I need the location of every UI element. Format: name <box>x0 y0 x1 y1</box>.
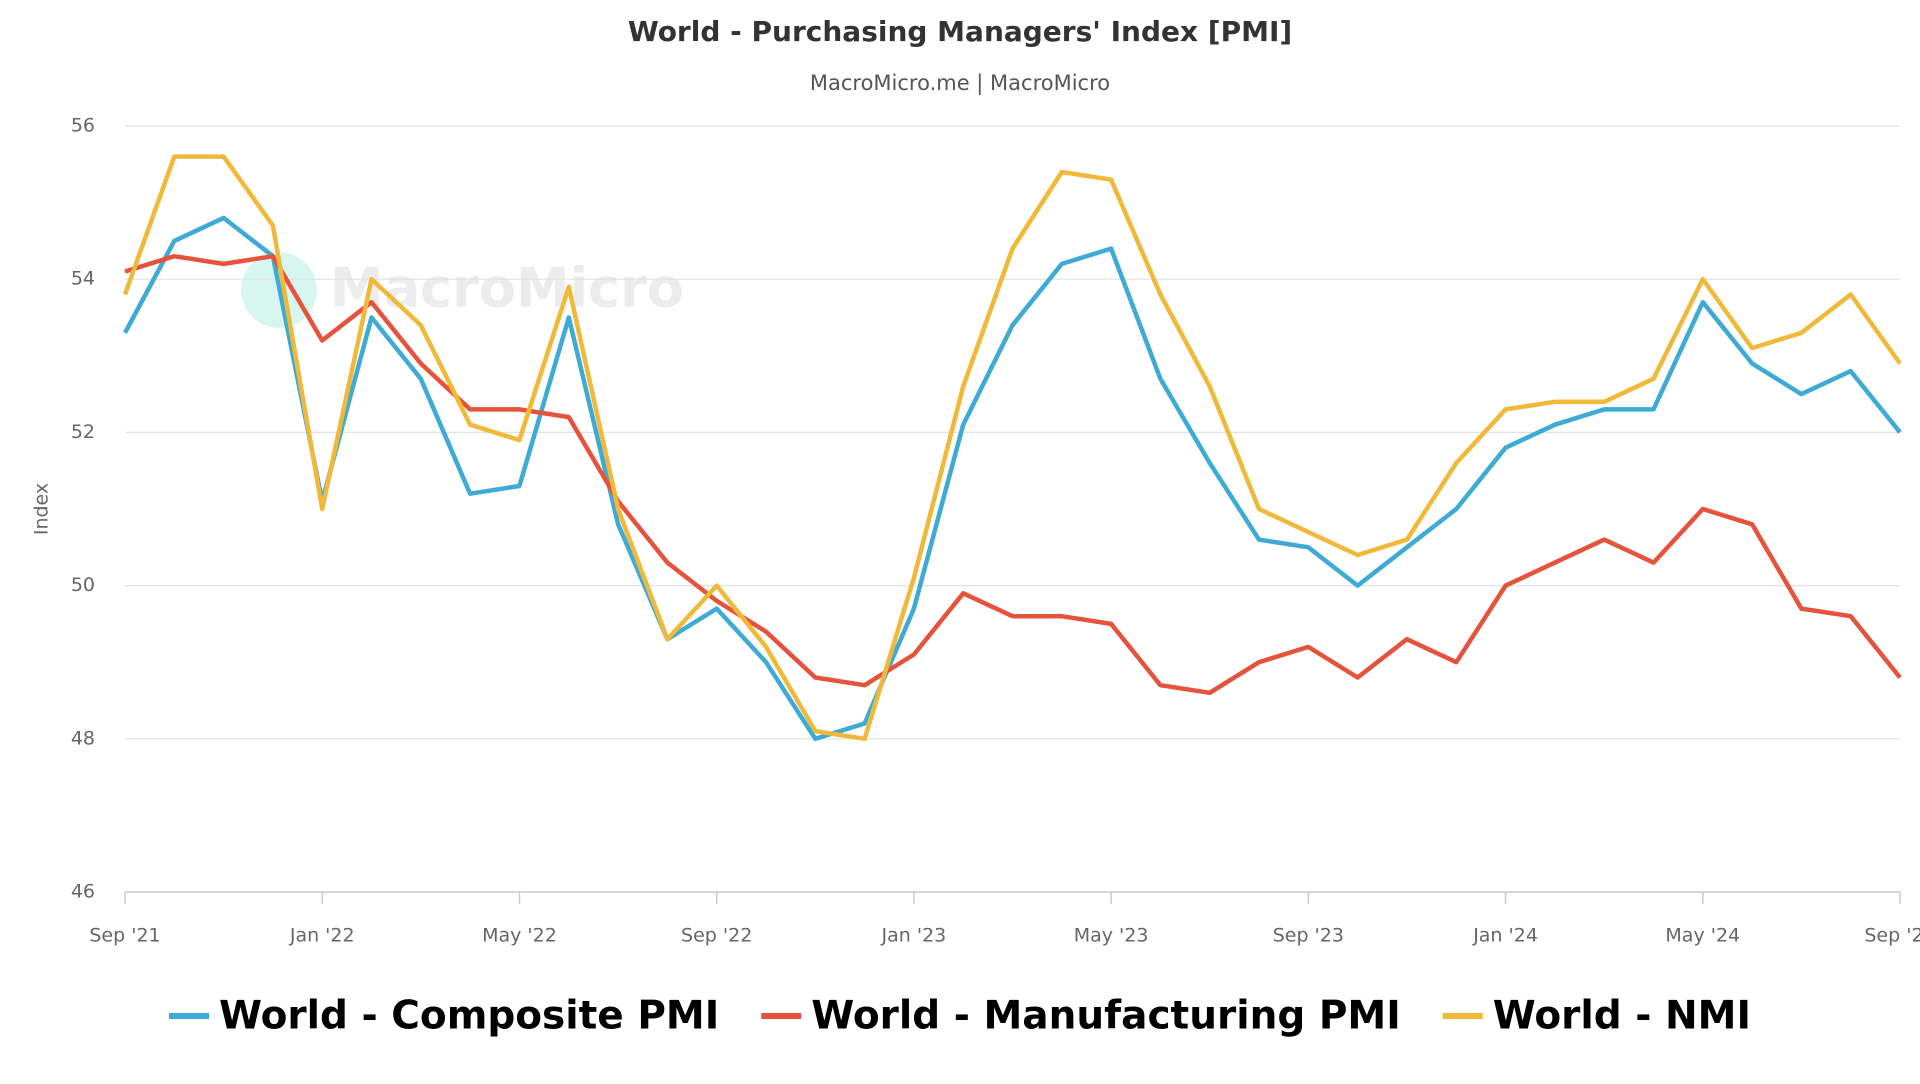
x-tick-label: Sep '24 <box>1864 925 1920 947</box>
y-tick-label: 56 <box>71 115 95 137</box>
y-tick-label: 50 <box>71 574 95 596</box>
watermark: MacroMicro <box>241 252 684 328</box>
x-tick-label: May '24 <box>1665 925 1740 947</box>
series-line <box>123 215 1902 742</box>
x-tick-label: Jan '22 <box>289 925 355 947</box>
y-tick-label: 46 <box>71 881 95 903</box>
y-tick-label: 54 <box>71 268 95 290</box>
series-line <box>122 154 1902 742</box>
legend: World - Composite PMI World - Manufacturi… <box>169 994 1751 1039</box>
legend-label: World - Manufacturing PMI <box>811 994 1401 1039</box>
watermark-text: MacroMicro <box>330 257 684 320</box>
x-tick-label: Jan '23 <box>881 925 947 947</box>
chart-subtitle: MacroMicro.me | MacroMicro <box>810 71 1110 96</box>
legend-label: World - NMI <box>1493 994 1751 1039</box>
y-tick-label: 48 <box>71 727 95 749</box>
x-tick-label: Sep '21 <box>89 925 160 947</box>
x-tick-label: Sep '22 <box>681 925 752 947</box>
x-tick-label: May '23 <box>1074 925 1149 947</box>
x-tick-label: May '22 <box>482 925 557 947</box>
x-tick-label: Jan '24 <box>1472 925 1538 947</box>
y-tick-label: 52 <box>71 421 95 443</box>
legend-label: World - Composite PMI <box>219 994 719 1039</box>
series-line <box>124 253 1902 696</box>
chart-title: World - Purchasing Managers' Index [PMI] <box>628 15 1292 48</box>
y-axis-label: Index <box>31 483 53 535</box>
x-tick-label: Sep '23 <box>1273 925 1344 947</box>
